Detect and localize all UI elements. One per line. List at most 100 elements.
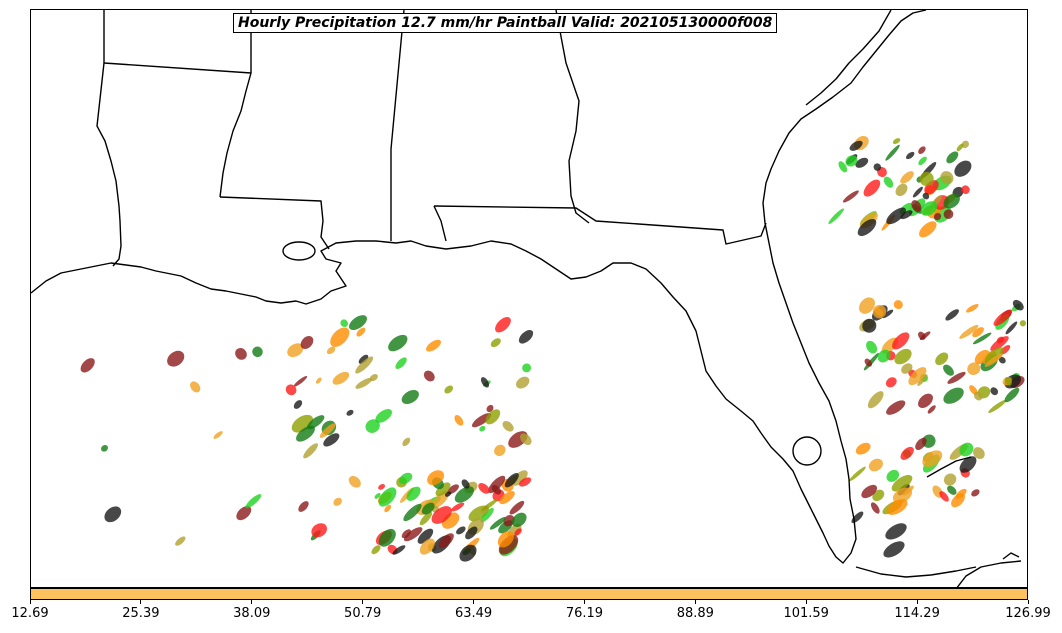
precip-blob [973, 447, 985, 460]
colorbar-tick-label: 63.49 [454, 606, 493, 621]
precip-blob [959, 324, 979, 339]
precip-blob [900, 210, 913, 220]
precip-blob [298, 501, 309, 512]
precip-blob [927, 405, 936, 414]
precip-blob [480, 507, 494, 523]
precip-blob [499, 491, 515, 505]
precip-blob [356, 327, 366, 337]
precip-blob [947, 371, 966, 384]
colorbar-tick-label: 12.69 [11, 606, 49, 621]
precip-blob [984, 347, 1005, 365]
precip-blob [917, 374, 928, 386]
precip-blob [346, 409, 354, 416]
precip-blob [461, 479, 470, 489]
precip-blob [920, 201, 938, 216]
precip-blob [465, 526, 478, 540]
precip-blob [870, 502, 880, 514]
precip-blob [447, 484, 459, 495]
precip-blob [901, 363, 913, 374]
precip-blob [478, 483, 490, 494]
precip-blob [993, 309, 1013, 326]
precip-blob [421, 502, 435, 515]
precip-blob [945, 309, 959, 321]
precip-blob [1005, 321, 1018, 335]
precip-blob [101, 444, 108, 452]
florida-keys [855, 566, 977, 578]
precip-blob [882, 309, 894, 319]
precip-blob [863, 353, 879, 371]
precip-blob [371, 545, 381, 555]
precip-blob [355, 356, 374, 374]
colorbar-tick-mark [583, 600, 585, 604]
lake-okeechobee [792, 436, 822, 466]
precip-blob [947, 485, 957, 495]
precip-blob [883, 176, 894, 188]
precip-blob [235, 348, 247, 360]
precip-blob [922, 450, 943, 468]
precip-blob [883, 541, 905, 558]
precip-blob [403, 503, 422, 522]
precip-blob [1019, 320, 1027, 327]
precip-blob [365, 419, 380, 433]
precip-blob [300, 336, 314, 349]
precip-blob [891, 474, 913, 492]
precip-blob [348, 475, 361, 488]
precip-blob [946, 151, 959, 164]
precip-blob [236, 506, 252, 521]
precip-blob [900, 446, 914, 460]
precip-blob [961, 185, 970, 195]
precip-blob [388, 334, 408, 352]
precip-blob [190, 381, 201, 393]
precip-blob [497, 530, 514, 548]
map-title: Hourly Precipitation 12.7 mm/hr Paintbal… [233, 13, 778, 33]
precip-blob [503, 515, 515, 527]
precip-blob [417, 528, 434, 544]
precip-blob [252, 346, 263, 358]
precip-blob [319, 423, 336, 438]
precip-blob [943, 193, 960, 209]
precip-blob [509, 500, 525, 515]
precip-blob [959, 456, 977, 473]
precip-blob [454, 486, 474, 503]
precip-blob [956, 143, 964, 152]
precip-blob [855, 157, 869, 168]
precip-blob [864, 358, 873, 367]
precip-blob [401, 389, 419, 405]
precip-blob [972, 332, 992, 345]
precip-blob [959, 442, 974, 457]
precip-blob [873, 163, 882, 171]
precip-blob [213, 431, 223, 439]
precip-blob [395, 357, 407, 369]
precip-blob [479, 425, 486, 432]
precip-blob [378, 484, 386, 490]
precip-blob [444, 385, 454, 394]
precip-blob [894, 348, 912, 365]
colorbar-tick-mark [473, 600, 475, 604]
precip-blob [332, 371, 350, 385]
precip-blob [855, 442, 871, 455]
precip-blob [885, 377, 897, 388]
precip-blob [919, 171, 934, 186]
state-boundaries [31, 10, 1022, 587]
precip-blob [905, 151, 915, 160]
state-line-ga-sc [805, 10, 892, 106]
precip-blob [307, 415, 325, 430]
precip-blob [80, 358, 95, 373]
precip-blob [885, 144, 900, 161]
precip-blob [419, 538, 435, 555]
precip-blob [943, 209, 954, 220]
precip-blob [886, 499, 908, 515]
precip-blob [872, 304, 887, 319]
state-line-al-fl [433, 205, 767, 245]
precip-blob [1004, 377, 1012, 386]
precip-blob [454, 415, 464, 426]
cuba-coast [956, 560, 1022, 587]
precip-blob [401, 529, 412, 539]
precip-blob [419, 511, 433, 526]
precip-blob [922, 192, 930, 200]
precip-blob [900, 171, 914, 184]
precip-blob [886, 207, 906, 225]
precip-blob [918, 331, 926, 340]
colorbar-tick-mark [251, 600, 253, 604]
colorbar-tick-mark [916, 600, 918, 604]
